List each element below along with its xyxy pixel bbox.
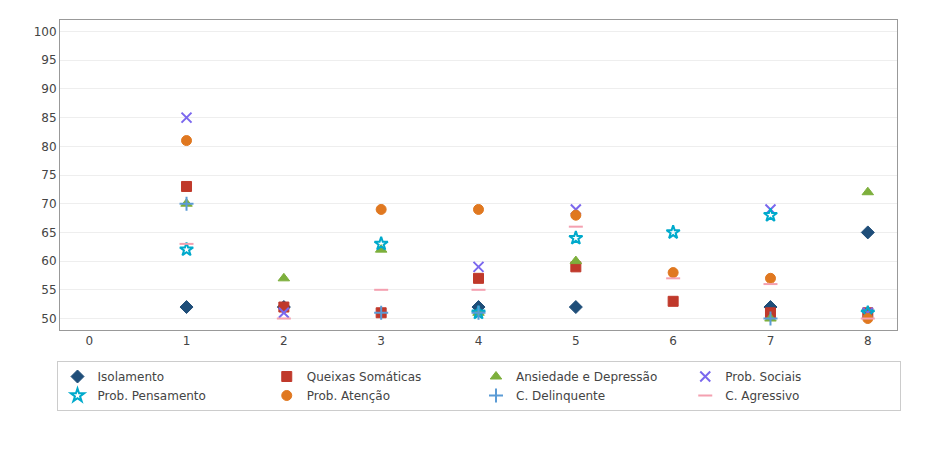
svg-text:Prob. Sociais: Prob. Sociais — [725, 370, 801, 384]
svg-text:90: 90 — [41, 82, 56, 96]
svg-text:6: 6 — [669, 334, 677, 348]
svg-text:75: 75 — [41, 168, 56, 182]
svg-text:5: 5 — [572, 334, 580, 348]
svg-text:50: 50 — [41, 312, 56, 326]
svg-text:80: 80 — [41, 140, 56, 154]
svg-text:0: 0 — [85, 334, 93, 348]
svg-text:Prob. Atenção: Prob. Atenção — [307, 389, 390, 403]
svg-text:100: 100 — [34, 25, 57, 39]
svg-text:8: 8 — [864, 334, 872, 348]
svg-text:1: 1 — [183, 334, 191, 348]
svg-text:Queixas Somáticas: Queixas Somáticas — [307, 370, 422, 384]
svg-text:2: 2 — [280, 334, 288, 348]
svg-text:65: 65 — [41, 226, 56, 240]
svg-text:Prob. Pensamento: Prob. Pensamento — [98, 389, 206, 403]
svg-text:C. Delinquente: C. Delinquente — [516, 389, 605, 403]
svg-text:C. Agressivo: C. Agressivo — [725, 389, 799, 403]
svg-text:3: 3 — [377, 334, 385, 348]
svg-text:95: 95 — [41, 53, 56, 67]
svg-text:85: 85 — [41, 111, 56, 125]
svg-text:7: 7 — [767, 334, 775, 348]
svg-text:4: 4 — [475, 334, 483, 348]
svg-text:Ansiedade e Depressão: Ansiedade e Depressão — [516, 370, 657, 384]
svg-text:55: 55 — [41, 283, 56, 297]
svg-text:60: 60 — [41, 254, 56, 268]
svg-text:70: 70 — [41, 197, 56, 211]
svg-text:Isolamento: Isolamento — [98, 370, 165, 384]
